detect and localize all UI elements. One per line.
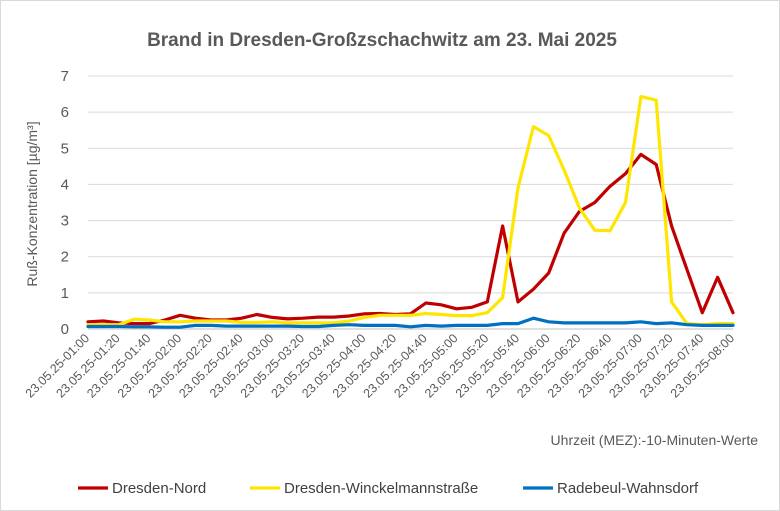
legend-label-1: Dresden-Winckelmannstraße bbox=[284, 480, 478, 497]
y-tick-label: 7 bbox=[61, 68, 69, 85]
y-tick-label: 1 bbox=[61, 285, 69, 302]
series-line-0 bbox=[86, 152, 735, 326]
y-tick-label: 5 bbox=[61, 140, 69, 157]
legend: Dresden-Nord Dresden-Winckelmannstraße Rad… bbox=[78, 480, 699, 497]
x-tick-labels: 23.05.25-01:0023.05.25-01:2023.05.25-01:… bbox=[23, 331, 737, 400]
y-tick-label: 0 bbox=[61, 321, 69, 338]
y-tick-label: 2 bbox=[61, 249, 69, 266]
series-line-2 bbox=[86, 316, 735, 329]
y-axis-label: Ruß-Konzentration [µg/m³] bbox=[24, 121, 40, 286]
chart-title: Brand in Dresden-Großzschachwitz am 23. … bbox=[147, 30, 617, 51]
series-line-1 bbox=[86, 94, 735, 327]
y-tick-label: 3 bbox=[61, 213, 69, 230]
gridlines bbox=[88, 75, 733, 330]
y-tick-label: 4 bbox=[61, 176, 69, 193]
legend-label-0: Dresden-Nord bbox=[112, 480, 206, 497]
series-lines bbox=[86, 94, 735, 329]
y-tick-labels: 0 1 2 3 4 5 6 7 bbox=[61, 68, 69, 338]
y-tick-label: 6 bbox=[61, 104, 69, 121]
legend-label-2: Radebeul-Wahnsdorf bbox=[557, 480, 699, 497]
x-axis-label: Uhrzeit (MEZ):-10-Minuten-Werte bbox=[551, 432, 759, 448]
